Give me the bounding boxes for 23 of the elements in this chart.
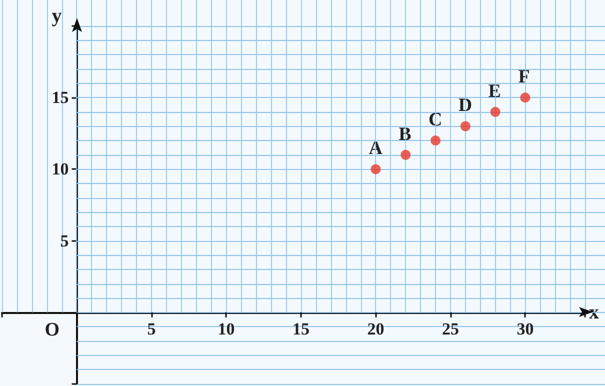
- x-tick-label: 5: [147, 319, 156, 338]
- x-tick-label: 25: [442, 319, 459, 338]
- point: [520, 92, 530, 103]
- annotation: C: [428, 110, 442, 131]
- point: [460, 121, 470, 132]
- x-tick-label: 10: [218, 319, 235, 338]
- point: [370, 164, 381, 174]
- point: [490, 106, 500, 117]
- point: [400, 150, 411, 160]
- annotation: E: [488, 80, 501, 102]
- annotation: A: [368, 138, 383, 160]
- annotation: O: [44, 319, 60, 340]
- y-tick-label: 15: [52, 88, 69, 108]
- x-tick-label: 20: [367, 319, 384, 338]
- y-axis-title: y: [52, 5, 62, 27]
- annotation: D: [458, 95, 472, 116]
- point: [430, 136, 441, 146]
- y-tick-label: 10: [52, 160, 69, 179]
- x-tick-label: 30: [516, 319, 534, 338]
- y-tick-label: 5: [60, 231, 69, 250]
- x-tick-label: 15: [292, 319, 310, 338]
- annotation: F: [518, 66, 530, 88]
- annotation: B: [398, 124, 412, 145]
